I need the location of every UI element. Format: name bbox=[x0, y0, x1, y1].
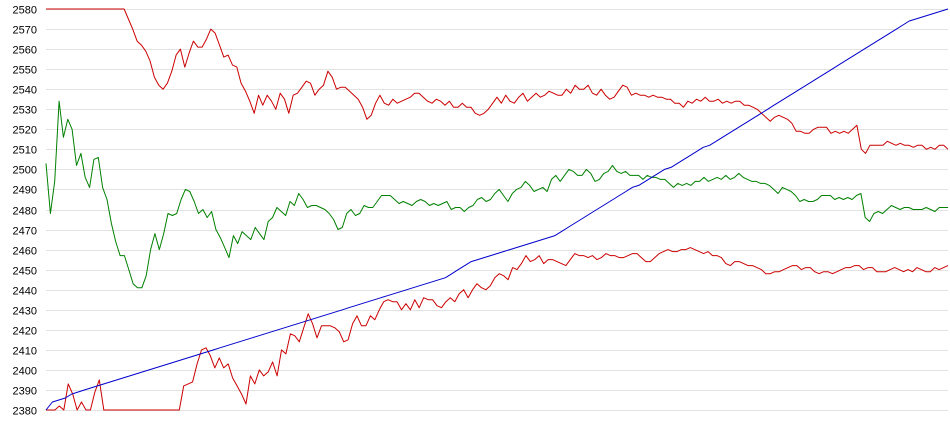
grid-lines bbox=[46, 9, 948, 411]
y-tick-label: 2490 bbox=[13, 185, 37, 197]
y-tick-label: 2380 bbox=[13, 406, 37, 418]
y-tick-label: 2560 bbox=[13, 45, 37, 57]
y-tick-label: 2430 bbox=[13, 306, 37, 318]
y-tick-label: 2450 bbox=[13, 266, 37, 278]
y-tick-label: 2510 bbox=[13, 145, 37, 157]
y-tick-label: 2530 bbox=[13, 105, 37, 117]
y-tick-label: 2580 bbox=[13, 5, 37, 17]
y-tick-label: 2520 bbox=[13, 125, 37, 137]
y-tick-label: 2570 bbox=[13, 25, 37, 37]
y-tick-label: 2440 bbox=[13, 286, 37, 298]
y-tick-label: 2420 bbox=[13, 326, 37, 338]
y-tick-label: 2460 bbox=[13, 246, 37, 258]
y-tick-label: 2540 bbox=[13, 85, 37, 97]
series-line-1 bbox=[46, 8, 949, 154]
y-axis-tick-labels: 2380 2390 2400 2410 2420 2430 2440 2450 2460 2470… bbox=[13, 5, 37, 418]
y-tick-label: 2390 bbox=[13, 386, 37, 398]
series-lines bbox=[45, 8, 949, 411]
y-tick-label: 2470 bbox=[13, 226, 37, 238]
y-tick-label: 2480 bbox=[13, 206, 37, 218]
y-tick-label: 2550 bbox=[13, 65, 37, 77]
y-tick-label: 2400 bbox=[13, 366, 37, 378]
series-line-3 bbox=[46, 247, 949, 411]
series-line-2 bbox=[45, 100, 948, 289]
y-tick-label: 2500 bbox=[13, 165, 37, 177]
y-tick-label: 2410 bbox=[13, 346, 37, 358]
series-line-4 bbox=[45, 8, 949, 411]
